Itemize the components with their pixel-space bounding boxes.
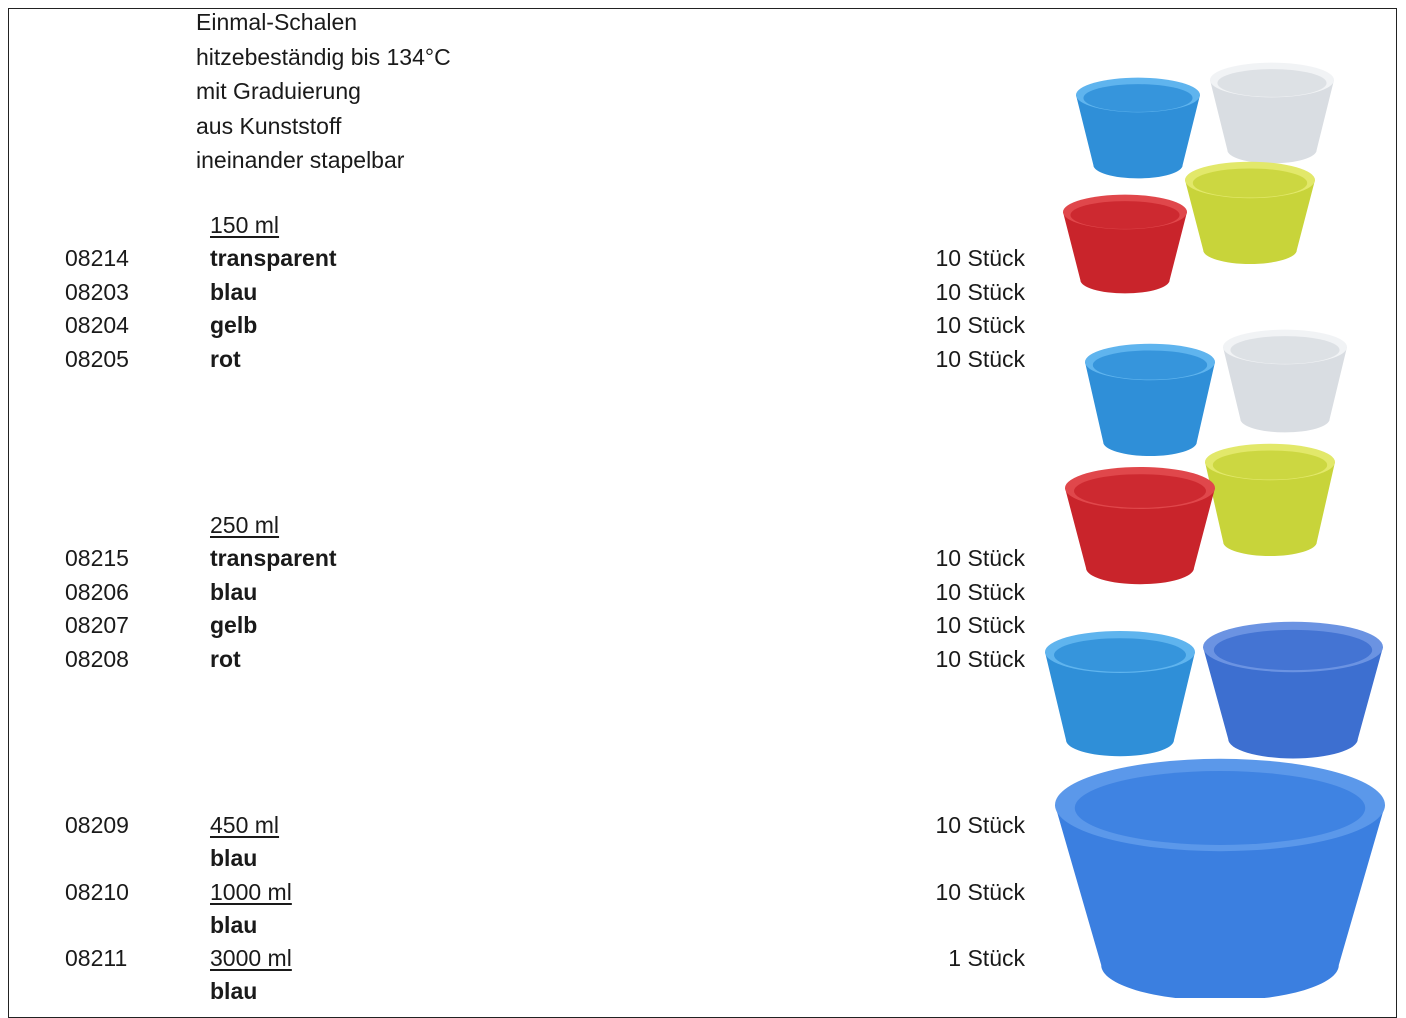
article-code: 08208 <box>65 645 129 672</box>
quantity: 1 Stück <box>948 945 1025 971</box>
quantity: 10 Stück <box>935 545 1026 571</box>
color-name: rot <box>210 645 241 672</box>
bowl-shape <box>1076 95 1200 179</box>
bowl-shape <box>1192 168 1308 198</box>
quantity: 10 Stück <box>935 312 1026 338</box>
bowl-shape <box>1212 450 1328 480</box>
color-name: blau <box>210 978 258 1004</box>
bowl-shape <box>1070 201 1180 229</box>
color-name: blau <box>210 578 258 605</box>
quantity: 10 Stück <box>935 878 1026 905</box>
bowl-shape <box>1074 474 1206 508</box>
size-heading: 450 ml <box>210 812 280 838</box>
description-line: ineinander stapelbar <box>196 147 405 173</box>
color-name: blau <box>210 845 258 871</box>
size-heading: 150 ml <box>210 212 280 238</box>
bowl-shape <box>1185 180 1315 265</box>
description-line: aus Kunststoff <box>196 112 342 139</box>
bowl-shape <box>1223 347 1347 433</box>
article-code: 08210 <box>65 878 129 905</box>
bowl-shape <box>1230 336 1340 364</box>
bowl-shape <box>1074 771 1366 845</box>
article-code: 08205 <box>65 345 129 372</box>
bowl-shape <box>1045 652 1195 757</box>
bowl-shape <box>1213 629 1373 671</box>
quantity: 10 Stück <box>935 578 1026 605</box>
color-name: blau <box>210 278 258 305</box>
bowl-shape <box>1203 647 1383 759</box>
article-code: 08203 <box>65 278 129 305</box>
color-name: transparent <box>210 545 337 571</box>
color-name: transparent <box>210 245 337 271</box>
quantity: 10 Stück <box>935 345 1026 372</box>
article-code: 08215 <box>65 545 129 571</box>
quantity: 10 Stück <box>935 812 1026 838</box>
bowl-shape <box>1092 350 1208 380</box>
bowl-shape <box>1083 84 1193 112</box>
size-heading: 3000 ml <box>210 945 292 971</box>
quantity: 10 Stück <box>935 245 1026 271</box>
color-name: blau <box>210 911 258 938</box>
color-name: gelb <box>210 612 258 638</box>
article-code: 08211 <box>65 945 128 971</box>
description-line: Einmal-Schalen <box>196 9 358 35</box>
quantity: 10 Stück <box>935 278 1026 305</box>
description-line: hitzebeständig bis 134°C <box>196 43 451 70</box>
size-heading: 1000 ml <box>210 878 292 905</box>
color-name: rot <box>210 345 241 372</box>
bowl-shape <box>1065 488 1215 585</box>
article-code: 08209 <box>65 812 129 838</box>
bowl-shape <box>1205 462 1335 557</box>
quantity: 10 Stück <box>935 645 1026 672</box>
quantity: 10 Stück <box>935 612 1026 638</box>
bowl-shape <box>1217 69 1327 97</box>
color-name: gelb <box>210 312 258 338</box>
bowl-shape <box>1063 212 1187 294</box>
bowl-shape <box>1054 638 1186 672</box>
bowl-shape <box>1085 362 1215 457</box>
article-code: 08214 <box>65 245 129 271</box>
bowl-shape <box>1210 80 1334 164</box>
article-code: 08204 <box>65 312 129 338</box>
size-heading: 250 ml <box>210 512 280 538</box>
article-code: 08206 <box>65 578 129 605</box>
article-code: 08207 <box>65 612 129 638</box>
bowl-shape <box>1055 805 1385 998</box>
description-line: mit Graduierung <box>196 78 361 104</box>
